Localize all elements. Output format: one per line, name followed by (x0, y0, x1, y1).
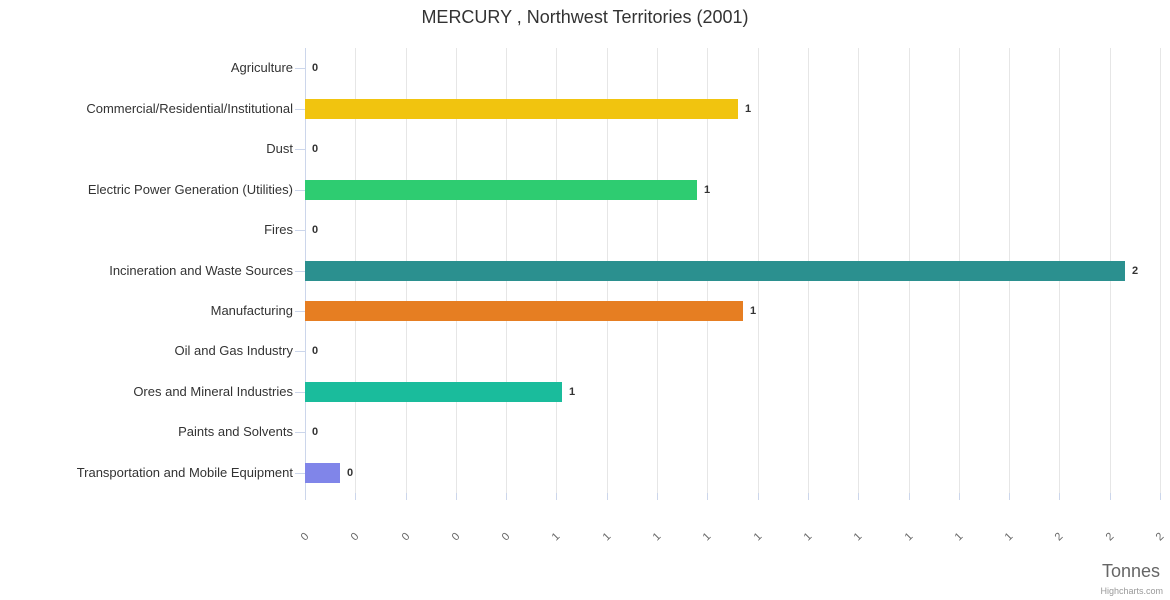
x-axis-tick (305, 493, 306, 500)
x-axis-tick (657, 493, 658, 500)
x-axis-tick-label: 2 (1052, 530, 1066, 544)
x-axis-tick-label: 2 (1153, 530, 1167, 544)
x-axis-tick (456, 493, 457, 500)
value-label: 0 (312, 426, 319, 438)
value-label: 1 (704, 184, 711, 196)
xaxis-title: Tonnes (1101, 561, 1160, 581)
x-axis-tick (1160, 493, 1161, 500)
data-bar[interactable] (305, 99, 738, 119)
category-label: Ores and Mineral Industries (133, 384, 293, 399)
value-label: 0 (312, 62, 319, 74)
category-label: Fires (264, 222, 293, 237)
x-axis-tick-label: 1 (801, 530, 815, 544)
data-bar[interactable] (305, 261, 1125, 281)
x-axis-tick-label: 1 (1002, 530, 1016, 544)
y-axis-tick (295, 473, 305, 474)
x-axis-tick-label: 0 (298, 530, 312, 544)
x-axis-tick (556, 493, 557, 500)
chart-title: MERCURY , Northwest Territories (2001) (421, 7, 749, 27)
x-axis-tick (607, 493, 608, 500)
x-axis-tick-label: 1 (851, 530, 865, 544)
y-axis-tick (295, 311, 305, 312)
value-label: 1 (745, 103, 752, 115)
x-gridline (1160, 48, 1161, 493)
data-bar[interactable] (305, 301, 743, 321)
x-axis-tick (406, 493, 407, 500)
x-axis-tick-label: 2 (1103, 530, 1117, 544)
x-axis-tick (758, 493, 759, 500)
value-label: 0 (312, 224, 319, 236)
x-axis-tick (959, 493, 960, 500)
x-axis-tick (1110, 493, 1111, 500)
category-label: Oil and Gas Industry (174, 343, 294, 358)
x-axis-tick-label: 1 (600, 530, 614, 544)
value-label: 1 (750, 305, 757, 317)
data-bar[interactable] (305, 463, 340, 483)
x-axis-tick (355, 493, 356, 500)
x-axis-tick-label: 1 (902, 530, 916, 544)
value-label: 0 (347, 467, 354, 479)
category-label: Incineration and Waste Sources (109, 263, 293, 278)
value-label: 2 (1132, 265, 1139, 277)
value-label: 0 (312, 143, 319, 155)
x-axis-tick-label: 1 (650, 530, 664, 544)
category-label: Transportation and Mobile Equipment (76, 465, 293, 480)
x-axis-tick-label: 1 (700, 530, 714, 544)
y-axis-tick (295, 271, 305, 272)
x-axis-tick (707, 493, 708, 500)
category-label: Paints and Solvents (178, 424, 293, 439)
x-axis-tick-label: 1 (952, 530, 966, 544)
x-axis-tick (506, 493, 507, 500)
x-axis-tick (808, 493, 809, 500)
x-axis-tick-label: 1 (751, 530, 765, 544)
x-axis-tick (1009, 493, 1010, 500)
x-axis-tick (858, 493, 859, 500)
category-label: Dust (266, 141, 293, 156)
x-axis-tick-label: 0 (499, 530, 513, 544)
y-axis-tick (295, 432, 305, 433)
y-axis-tick (295, 149, 305, 150)
x-axis-tick-label: 0 (449, 530, 463, 544)
x-axis-tick-label: 0 (399, 530, 413, 544)
data-bar[interactable] (305, 382, 562, 402)
x-axis-tick-label: 0 (348, 530, 362, 544)
category-label: Manufacturing (210, 303, 293, 318)
value-label: 1 (569, 386, 576, 398)
y-axis-tick (295, 230, 305, 231)
value-label: 0 (312, 345, 319, 357)
x-axis-tick (1059, 493, 1060, 500)
x-axis-tick (909, 493, 910, 500)
y-axis-tick (295, 109, 305, 110)
y-axis-tick (295, 351, 305, 352)
y-axis-tick (295, 68, 305, 69)
category-label: Commercial/Residential/Institutional (86, 101, 293, 116)
y-axis-tick (295, 190, 305, 191)
highcharts-credits-link[interactable]: Highcharts.com (1100, 586, 1163, 596)
y-axis-tick (295, 392, 305, 393)
category-label: Agriculture (230, 60, 293, 75)
x-axis-tick-label: 1 (549, 530, 563, 544)
category-label: Electric Power Generation (Utilities) (87, 182, 293, 197)
data-bar[interactable] (305, 180, 697, 200)
